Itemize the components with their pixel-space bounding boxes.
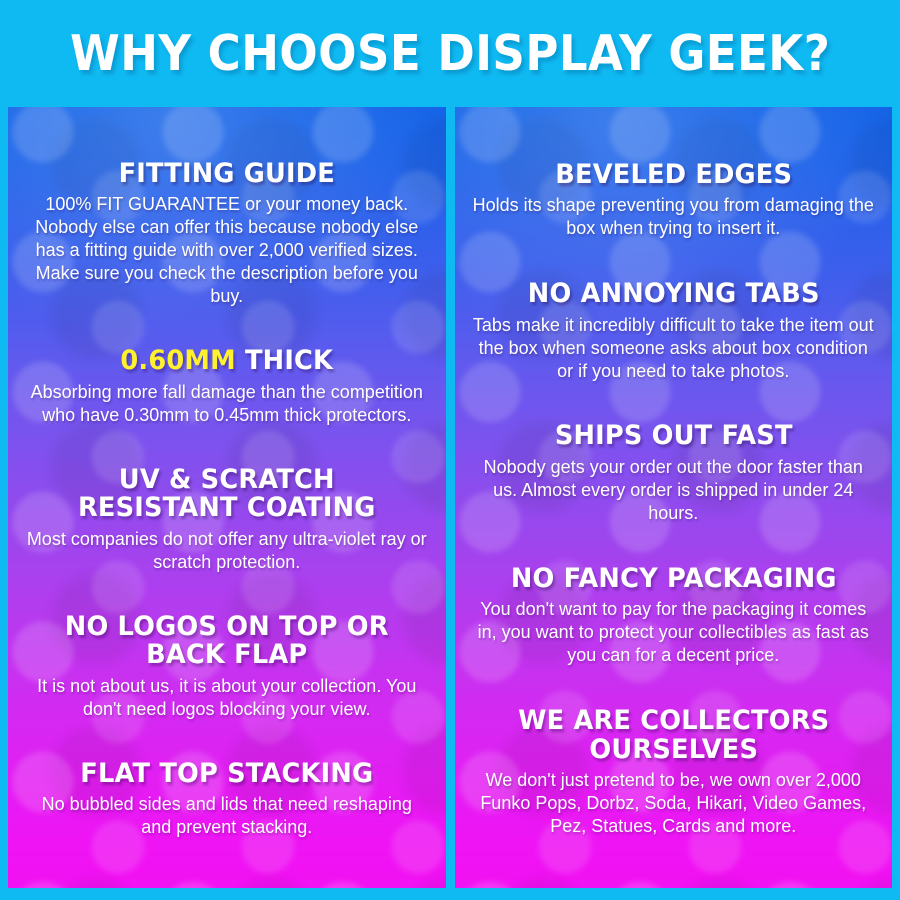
feature-title: BEVELED EDGES (554, 158, 792, 190)
feature-body: It is not about us, it is about your col… (37, 675, 417, 719)
feature-fitting-guide: FITTING GUIDE 100% FIT GUARANTEE or your… (22, 157, 432, 309)
feature-flat-top-stacking: FLAT TOP STACKING No bubbled sides and l… (22, 757, 432, 840)
feature-title: NO LOGOS ON TOP OR BACK FLAP (64, 610, 389, 671)
feature-body: Holds its shape preventing you from dama… (472, 195, 874, 239)
feature-ships-out-fast: SHIPS OUT FAST Nobody gets your order ou… (469, 422, 879, 525)
feature-beveled-edges: BEVELED EDGES Holds its shape preventing… (469, 158, 879, 241)
feature-body: You don't want to pay for the packaging … (477, 599, 869, 666)
feature-body: Most companies do not offer any ultra-vi… (26, 528, 427, 572)
feature-title: FITTING GUIDE (118, 157, 335, 189)
feature-no-fancy-packaging: NO FANCY PACKAGING You don't want to pay… (469, 562, 879, 668)
feature-title: SHIPS OUT FAST (554, 420, 793, 452)
feature-thickness: 0.60MM THICK Absorbing more fall damage … (22, 345, 432, 427)
feature-body: We don't just pretend to be, we own over… (480, 770, 867, 837)
feature-title: UV & SCRATCH RESISTANT COATING (77, 463, 376, 524)
page-title: WHY CHOOSE DISPLAY GEEK? (69, 25, 831, 82)
feature-title: NO FANCY PACKAGING (510, 562, 837, 594)
feature-title: WE ARE COLLECTORS OURSELVES (517, 704, 829, 765)
feature-we-are-collectors: WE ARE COLLECTORS OURSELVES We don't jus… (469, 704, 879, 838)
feature-body: Absorbing more fall damage than the comp… (30, 381, 423, 425)
feature-columns: FITTING GUIDE 100% FIT GUARANTEE or your… (0, 107, 900, 900)
left-feature-panel: FITTING GUIDE 100% FIT GUARANTEE or your… (8, 107, 446, 888)
thickness-rest: THICK (235, 345, 334, 377)
feature-body: Tabs make it incredibly difficult to tak… (472, 314, 874, 381)
poster-header: WHY CHOOSE DISPLAY GEEK? (0, 0, 900, 107)
feature-no-annoying-tabs: NO ANNOYING TABS Tabs make it incredibly… (469, 277, 879, 383)
feature-body: 100% FIT GUARANTEE or your money back. N… (35, 194, 419, 307)
feature-title: NO ANNOYING TABS (527, 277, 820, 309)
feature-title: 0.60MM THICK (36, 345, 417, 377)
thickness-highlight: 0.60MM (120, 345, 236, 377)
feature-body: No bubbled sides and lids that need resh… (41, 794, 412, 838)
feature-uv-scratch-coating: UV & SCRATCH RESISTANT COATING Most comp… (22, 463, 432, 574)
right-feature-panel: BEVELED EDGES Holds its shape preventing… (454, 107, 892, 888)
feature-body: Nobody gets your order out the door fast… (483, 456, 863, 523)
feature-title: FLAT TOP STACKING (80, 757, 374, 789)
feature-no-logos: NO LOGOS ON TOP OR BACK FLAP It is not a… (22, 610, 432, 721)
